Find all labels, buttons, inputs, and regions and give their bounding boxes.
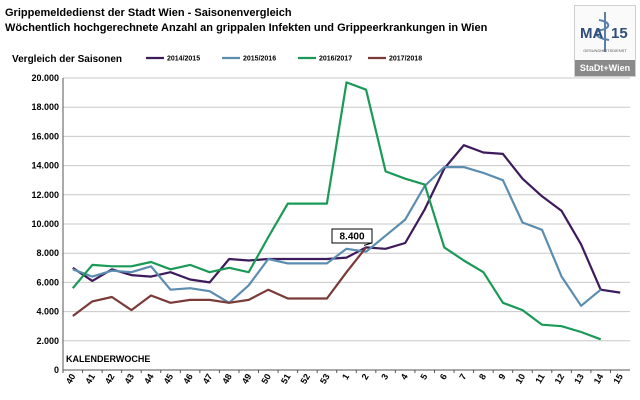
legend-label: 2015/2016 [243, 56, 276, 63]
x-tick-label: 5 [418, 372, 429, 381]
series-line-2014-2015 [72, 144, 621, 294]
series-line-2016-2017 [71, 81, 602, 341]
x-tick-label: 50 [259, 372, 273, 386]
x-tick-label: 43 [122, 372, 136, 386]
x-tick-label: 2 [360, 372, 371, 381]
y-tick-label: 20.000 [31, 73, 59, 83]
x-tick-label: 13 [572, 372, 586, 386]
axes [62, 78, 630, 371]
chart-subtitle: Wöchentlich hochgerechnete Anzahl an gri… [5, 22, 488, 34]
x-tick-labels: 40 41 42 43 44 45 46 47 48 49 50 51 52 53 1 2 3 4 5 6 7 8 9 10 1… [62, 370, 625, 386]
x-tick-label: 8 [477, 372, 488, 381]
legend-label: 2016/2017 [319, 56, 352, 63]
series-line-2015-2016 [72, 166, 602, 307]
logo-letters: MA [580, 25, 603, 42]
x-tick-label: 7 [457, 372, 468, 381]
x-tick-label: 49 [240, 372, 254, 386]
y-tick-label: 12.000 [31, 190, 59, 200]
y-tick-label: 10.000 [31, 219, 59, 229]
x-tick-label: 47 [201, 372, 215, 386]
logo-digits: 15 [611, 25, 628, 42]
x-tick-label: 1 [340, 372, 351, 381]
x-tick-label: 12 [553, 372, 567, 386]
y-tick-label: 6.000 [36, 277, 59, 287]
x-tick-label: 52 [298, 372, 312, 386]
x-tick-label: 4 [399, 372, 410, 381]
x-tick-label: 40 [64, 372, 78, 386]
annotation-label: 8.400 [339, 232, 364, 243]
chart-title: Grippemeldedienst der Stadt Wien - Saiso… [5, 7, 292, 19]
x-tick-label: 3 [379, 372, 390, 381]
y-axis-label: Vergleich der Saisonen [12, 54, 122, 65]
logo-snake-icon [595, 19, 610, 41]
legend-label: 2014/2015 [167, 56, 200, 63]
y-tick-label: 14.000 [31, 161, 59, 171]
legend-label: 2017/2018 [389, 56, 422, 63]
y-tick-label: 2.000 [36, 336, 59, 346]
x-tick-label: 10 [514, 372, 528, 386]
gridlines [63, 77, 630, 371]
x-tick-label: 11 [533, 372, 546, 385]
logo-caption: GESUNDHEITSDIENST [583, 48, 627, 53]
x-tick-label: 51 [279, 372, 293, 386]
x-axis-label: KALENDERWOCHE [66, 354, 150, 364]
y-tick-label: 16.000 [31, 131, 59, 141]
y-tick-label: 8.000 [36, 248, 59, 258]
x-tick-label: 41 [83, 372, 97, 386]
x-tick-label: 42 [103, 372, 117, 386]
x-tick-label: 6 [438, 372, 449, 381]
legend: 2014/2015 2015/2016 2016/2017 2017/2018 [146, 56, 422, 63]
y-tick-label: 0 [54, 365, 59, 375]
x-tick-label: 45 [162, 372, 176, 386]
series-lines [71, 81, 621, 341]
x-tick-label: 9 [496, 372, 507, 381]
x-tick-label: 15 [611, 372, 625, 386]
logo-emblem: MA 15 GESUNDHEITSDIENST [580, 12, 628, 53]
series-line-2017-2018 [72, 246, 367, 317]
title-block: Grippemeldedienst der Stadt Wien - Saiso… [5, 6, 487, 36]
y-tick-label: 4.000 [36, 307, 59, 317]
x-tick-label: 14 [592, 372, 606, 386]
y-tick-labels: 0 2.000 4.000 6.000 8.000 10.000 12.000 14.000 1… [31, 73, 59, 375]
x-tick-label: 44 [142, 372, 156, 386]
ma15-logo: MA 15 GESUNDHEITSDIENST StaDt+Wien [574, 5, 636, 77]
x-tick-label: 46 [181, 372, 195, 386]
logo-bar-text: StaDt+Wien [575, 60, 635, 76]
x-tick-label: 48 [220, 372, 234, 386]
y-tick-label: 18.000 [31, 102, 59, 112]
annotation-box [331, 228, 373, 244]
x-tick-label: 53 [318, 372, 332, 386]
annotations: 8.400 [331, 228, 373, 246]
